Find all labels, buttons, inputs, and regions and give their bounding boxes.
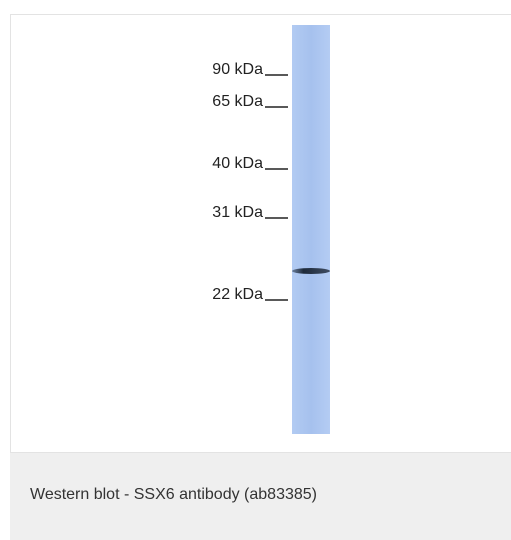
- image-panel: 90 kDa 65 kDa 40 kDa 31 kDa 22 kDa: [10, 14, 511, 453]
- marker-label: 40 kDa: [212, 155, 263, 172]
- lane: [292, 25, 330, 434]
- marker-22: 22 kDa: [212, 286, 288, 303]
- marker-label: 22 kDa: [212, 286, 263, 303]
- caption-box: Western blot - SSX6 antibody (ab83385): [10, 453, 511, 540]
- marker-65: 65 kDa: [212, 93, 288, 110]
- caption: Western blot - SSX6 antibody (ab83385): [30, 486, 317, 504]
- marker-40: 40 kDa: [212, 155, 288, 172]
- marker-label: 31 kDa: [212, 204, 263, 221]
- marker-31: 31 kDa: [212, 204, 288, 221]
- marker-label: 65 kDa: [212, 93, 263, 110]
- page: 90 kDa 65 kDa 40 kDa 31 kDa 22 kDa Weste…: [0, 0, 511, 540]
- marker-label: 90 kDa: [212, 61, 263, 78]
- band: [292, 268, 330, 274]
- marker-90: 90 kDa: [212, 61, 288, 78]
- western-blot: 90 kDa 65 kDa 40 kDa 31 kDa 22 kDa: [11, 15, 511, 454]
